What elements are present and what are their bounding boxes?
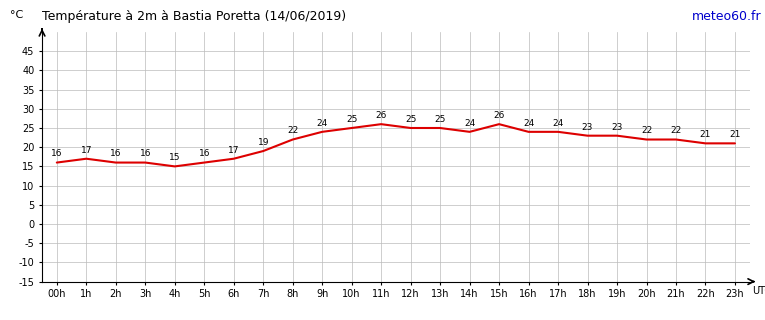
Text: 21: 21: [700, 130, 711, 139]
Text: 21: 21: [729, 130, 741, 139]
Text: Température à 2m à Bastia Poretta (14/06/2019): Température à 2m à Bastia Poretta (14/06…: [42, 10, 347, 23]
Text: 17: 17: [228, 146, 239, 155]
Text: 24: 24: [317, 119, 327, 128]
Text: 23: 23: [611, 123, 623, 132]
Text: 16: 16: [51, 149, 63, 158]
Text: 23: 23: [582, 123, 593, 132]
Text: 22: 22: [287, 126, 298, 135]
Text: 15: 15: [169, 153, 181, 162]
Text: 22: 22: [641, 126, 652, 135]
Text: 25: 25: [405, 115, 416, 124]
Text: 26: 26: [376, 111, 387, 120]
Text: 22: 22: [670, 126, 682, 135]
Text: 19: 19: [258, 138, 269, 147]
Text: 16: 16: [139, 149, 151, 158]
Text: UTC: UTC: [752, 286, 765, 296]
Text: 24: 24: [552, 119, 564, 128]
Text: 25: 25: [435, 115, 446, 124]
Text: °C: °C: [10, 10, 23, 20]
Text: 16: 16: [110, 149, 122, 158]
Text: 24: 24: [464, 119, 475, 128]
Text: 26: 26: [493, 111, 505, 120]
Text: 24: 24: [523, 119, 534, 128]
Text: meteo60.fr: meteo60.fr: [692, 10, 761, 23]
Text: 25: 25: [346, 115, 357, 124]
Text: 16: 16: [198, 149, 210, 158]
Text: 17: 17: [80, 146, 92, 155]
